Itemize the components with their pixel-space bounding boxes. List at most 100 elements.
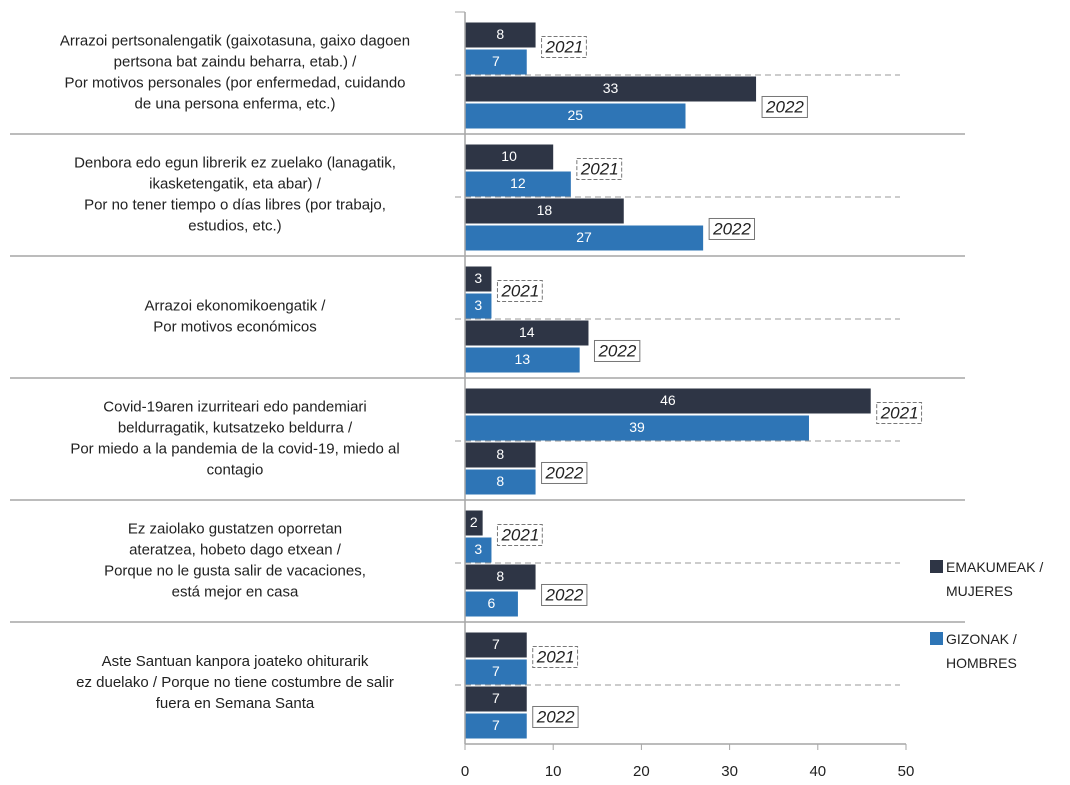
year-label: 2021 — [545, 37, 584, 56]
year-label: 2022 — [545, 463, 584, 482]
bar — [465, 510, 483, 536]
x-tick-label: 40 — [809, 763, 826, 780]
bar — [465, 537, 492, 563]
category-label: fuera en Semana Santa — [156, 695, 315, 712]
bar — [465, 171, 571, 197]
year-label: 2022 — [597, 341, 636, 360]
category-label: de una persona enferma, etc.) — [135, 95, 336, 112]
category-label: Arrazoi pertsonalengatik (gaixotasuna, g… — [60, 32, 410, 49]
value-label: 8 — [496, 26, 504, 42]
bar — [465, 347, 580, 373]
category-label: estudios, etc.) — [188, 217, 281, 234]
category-label: Covid-19aren izurriteari edo pandemiari — [103, 398, 366, 415]
value-label: 8 — [496, 473, 504, 489]
category-label: Ez zaiolako gustatzen oporretan — [128, 520, 342, 537]
legend-label: GIZONAK / HOMBRES — [946, 631, 1017, 671]
bar — [465, 103, 686, 129]
year-box — [576, 157, 623, 180]
year-box — [496, 279, 543, 302]
legend-swatch — [930, 560, 943, 573]
year-label: 2022 — [545, 585, 584, 604]
bar — [465, 415, 809, 441]
category-label: Por motivos personales (por enfermedad, … — [64, 74, 405, 91]
value-label: 3 — [474, 541, 482, 557]
year-box — [761, 95, 808, 118]
x-tick-label: 20 — [633, 763, 650, 780]
x-tick-label: 50 — [898, 763, 915, 780]
year-box — [532, 645, 579, 668]
value-label: 46 — [660, 392, 676, 408]
category-label: Arrazoi ekonomikoengatik / — [145, 297, 327, 314]
bar — [465, 632, 527, 658]
value-label: 7 — [492, 53, 500, 69]
value-label: 7 — [492, 663, 500, 679]
year-box — [593, 339, 641, 362]
bar — [465, 49, 527, 75]
bar — [465, 442, 536, 468]
year-label: 2022 — [765, 97, 804, 116]
year-box — [541, 461, 588, 484]
value-label: 6 — [488, 595, 496, 611]
value-label: 8 — [496, 568, 504, 584]
legend-swatch — [930, 632, 943, 645]
category-label: beldurragatik, kutsatzeko beldurra / — [118, 419, 353, 436]
x-tick-label: 30 — [721, 763, 738, 780]
year-box — [541, 583, 588, 606]
category-label: contagio — [207, 461, 264, 478]
value-label: 25 — [567, 107, 583, 123]
value-label: 8 — [496, 446, 504, 462]
category-label: Por miedo a la pandemia de la covid-19, … — [70, 440, 399, 457]
bar — [465, 591, 518, 617]
bar — [465, 713, 527, 739]
x-tick-label: 10 — [545, 763, 562, 780]
bar — [465, 76, 757, 102]
category-label: Denbora edo egun librerik ez zuelako (la… — [74, 154, 396, 171]
bar — [465, 266, 492, 292]
bar — [465, 225, 704, 251]
year-box — [708, 217, 756, 240]
value-label: 3 — [474, 297, 482, 313]
bar — [465, 469, 536, 495]
year-box — [541, 35, 587, 58]
year-box — [876, 401, 923, 424]
year-label: 2021 — [880, 403, 919, 422]
value-label: 7 — [492, 636, 500, 652]
bar — [465, 198, 624, 224]
category-label: pertsona bat zaindu beharra, etab.) / — [114, 53, 357, 70]
value-label: 7 — [492, 717, 500, 733]
value-label: 14 — [519, 324, 535, 340]
value-label: 18 — [537, 202, 553, 218]
bar — [465, 22, 536, 48]
bar — [465, 144, 554, 170]
bar — [465, 659, 527, 685]
bar — [465, 293, 492, 319]
value-label: 2 — [470, 514, 478, 530]
category-label: ikasketengatik, eta abar) / — [149, 175, 322, 192]
value-label: 12 — [510, 175, 526, 191]
legend-label: EMAKUMEAK / MUJERES — [946, 559, 1043, 599]
value-label: 27 — [576, 229, 592, 245]
category-label: está mejor en casa — [172, 583, 299, 600]
year-box — [496, 523, 543, 546]
bar — [465, 686, 527, 712]
year-label: 2022 — [712, 219, 751, 238]
year-label: 2021 — [500, 525, 539, 544]
value-label: 33 — [603, 80, 619, 96]
year-label: 2021 — [500, 281, 539, 300]
year-box — [532, 705, 579, 728]
x-tick-label: 0 — [461, 763, 469, 780]
category-label: ez duelako / Porque no tiene costumbre d… — [76, 674, 394, 691]
value-label: 7 — [492, 690, 500, 706]
bar — [465, 388, 871, 414]
value-label: 13 — [515, 351, 531, 367]
year-label: 2021 — [580, 159, 619, 178]
year-label: 2021 — [536, 647, 575, 666]
year-label: 2022 — [536, 707, 575, 726]
category-label: Por motivos económicos — [153, 318, 316, 335]
value-label: 3 — [474, 270, 482, 286]
value-label: 39 — [629, 419, 645, 435]
value-label: 10 — [501, 148, 517, 164]
category-label: Aste Santuan kanpora joateko ohiturarik — [102, 653, 369, 670]
category-label: ateratzea, hobeto dago etxean / — [129, 541, 342, 558]
